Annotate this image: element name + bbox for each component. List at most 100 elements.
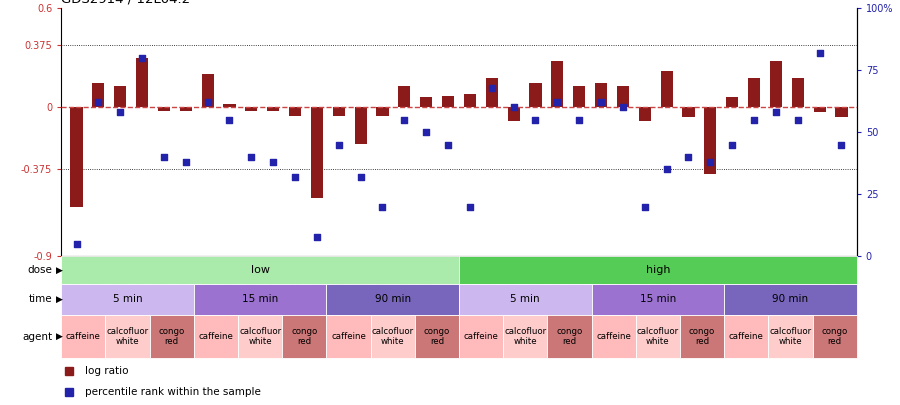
Text: caffeine: caffeine — [464, 332, 499, 341]
Bar — [194, 284, 327, 315]
Point — [91, 99, 105, 106]
Text: caffeine: caffeine — [199, 332, 233, 341]
Text: calcofluor
white: calcofluor white — [770, 327, 812, 346]
Point — [572, 117, 587, 123]
Point — [616, 104, 630, 111]
Bar — [61, 315, 105, 358]
Point — [594, 99, 608, 106]
Text: ▶: ▶ — [56, 266, 63, 275]
Text: congo
red: congo red — [689, 327, 716, 346]
Point — [419, 129, 434, 136]
Bar — [371, 315, 415, 358]
Bar — [769, 315, 813, 358]
Point — [157, 154, 171, 160]
Text: ▶: ▶ — [56, 332, 63, 341]
Text: 15 min: 15 min — [640, 294, 676, 304]
Bar — [420, 98, 432, 107]
Bar — [327, 315, 371, 358]
Bar — [682, 107, 695, 117]
Bar — [680, 315, 724, 358]
Bar — [503, 315, 547, 358]
Text: congo
red: congo red — [556, 327, 582, 346]
Bar — [591, 284, 725, 315]
Bar — [93, 83, 104, 107]
Text: calcofluor
white: calcofluor white — [504, 327, 546, 346]
Point — [660, 166, 674, 173]
Bar — [333, 107, 345, 116]
Bar — [508, 107, 519, 121]
Point — [813, 49, 827, 56]
Bar — [310, 107, 323, 198]
Bar — [748, 78, 760, 107]
Text: 5 min: 5 min — [112, 294, 142, 304]
Text: congo
red: congo red — [158, 327, 184, 346]
Bar — [289, 107, 302, 116]
Text: dose: dose — [27, 265, 52, 275]
Point — [637, 203, 652, 210]
Bar — [835, 107, 848, 117]
Text: 5 min: 5 min — [510, 294, 540, 304]
Bar — [635, 315, 680, 358]
Bar — [529, 83, 542, 107]
Bar — [223, 104, 236, 107]
Text: caffeine: caffeine — [66, 332, 101, 341]
Bar — [464, 94, 476, 107]
Text: ▶: ▶ — [56, 295, 63, 304]
Bar — [238, 315, 283, 358]
Bar — [70, 107, 83, 207]
Bar — [246, 107, 257, 111]
Point — [769, 109, 783, 115]
Text: 90 min: 90 min — [772, 294, 808, 304]
Bar — [770, 61, 782, 107]
Point — [528, 117, 543, 123]
Text: GDS2914 / 12L04.2: GDS2914 / 12L04.2 — [61, 0, 190, 6]
Point — [747, 117, 761, 123]
Bar — [459, 256, 857, 284]
Text: 90 min: 90 min — [374, 294, 410, 304]
Text: calcofluor
white: calcofluor white — [637, 327, 679, 346]
Point — [507, 104, 521, 111]
Point — [113, 109, 128, 115]
Bar — [149, 315, 194, 358]
Point — [463, 203, 477, 210]
Point — [222, 117, 237, 123]
Text: percentile rank within the sample: percentile rank within the sample — [86, 387, 261, 397]
Bar — [415, 315, 459, 358]
Bar — [283, 315, 327, 358]
Text: low: low — [250, 265, 270, 275]
Bar — [595, 83, 608, 107]
Bar — [376, 107, 389, 116]
Text: congo
red: congo red — [292, 327, 318, 346]
Bar — [724, 315, 769, 358]
Bar — [105, 315, 149, 358]
Point — [201, 99, 215, 106]
Point — [266, 159, 281, 165]
Bar — [661, 71, 672, 107]
Bar — [705, 107, 716, 174]
Bar — [136, 58, 149, 107]
Point — [178, 159, 193, 165]
Bar — [814, 107, 825, 112]
Bar — [355, 107, 366, 144]
Point — [310, 233, 324, 240]
Text: agent: agent — [22, 332, 52, 341]
Bar — [813, 315, 857, 358]
Text: congo
red: congo red — [822, 327, 848, 346]
Point — [441, 141, 455, 148]
Point — [550, 99, 564, 106]
Text: calcofluor
white: calcofluor white — [239, 327, 281, 346]
Bar — [61, 284, 194, 315]
Text: time: time — [29, 294, 52, 304]
Bar — [158, 107, 170, 111]
Bar — [267, 107, 279, 111]
Point — [703, 159, 717, 165]
Point — [834, 141, 849, 148]
Point — [244, 154, 258, 160]
Text: calcofluor
white: calcofluor white — [372, 327, 414, 346]
Point — [354, 174, 368, 180]
Text: calcofluor
white: calcofluor white — [106, 327, 148, 346]
Text: congo
red: congo red — [424, 327, 450, 346]
Bar — [616, 86, 629, 107]
Point — [331, 141, 346, 148]
Point — [375, 203, 390, 210]
